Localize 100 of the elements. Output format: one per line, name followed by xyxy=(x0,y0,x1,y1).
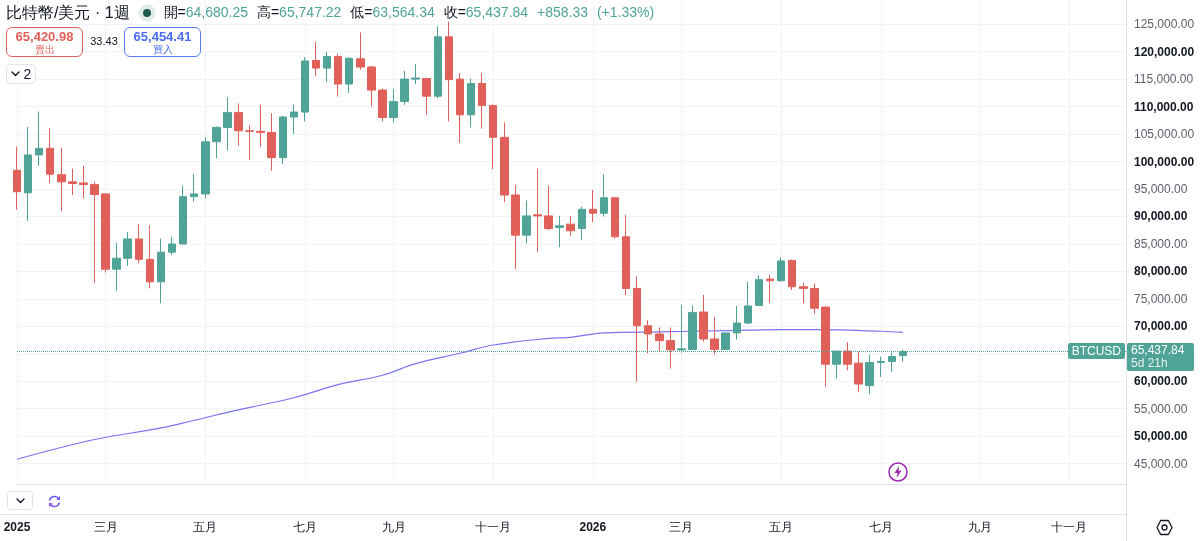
candlestick xyxy=(744,281,752,325)
y-tick-label: 125,000.00 xyxy=(1134,17,1195,32)
candlestick xyxy=(68,168,77,196)
candlestick xyxy=(24,126,32,222)
candlestick xyxy=(57,147,66,212)
candlestick xyxy=(877,356,885,378)
candlestick xyxy=(467,78,475,128)
y-tick-label: 75,000.00 xyxy=(1134,291,1188,306)
candlestick xyxy=(190,173,198,203)
candlestick xyxy=(710,316,719,355)
x-tick-label: 七月 xyxy=(292,520,317,534)
candlestick xyxy=(301,56,309,122)
x-tick-label: 2026 xyxy=(579,520,607,534)
candlestick xyxy=(810,282,819,315)
text: 5d 21h xyxy=(1131,356,1169,371)
x-tick-label: 十一月 xyxy=(1051,520,1088,534)
candlestick xyxy=(766,274,774,304)
candlestick xyxy=(267,112,276,172)
candlestick xyxy=(46,127,54,184)
y-tick-label: 60,000.00 xyxy=(1134,374,1188,389)
toggle-button: 2 xyxy=(6,64,36,84)
candlestick xyxy=(566,215,575,237)
candlestick xyxy=(434,25,442,99)
candlestick xyxy=(179,185,187,245)
candlestick xyxy=(400,70,409,106)
y-tick-label: 120,000.00 xyxy=(1134,44,1195,59)
candlestick xyxy=(578,206,586,241)
candlestick xyxy=(755,274,763,306)
annotation: 65,454.41 xyxy=(132,29,193,44)
candlestick xyxy=(168,236,176,256)
candlestick xyxy=(13,146,21,211)
y-tick-label: 100,000.00 xyxy=(1134,154,1195,169)
candlestick xyxy=(611,196,619,239)
candlestick xyxy=(378,87,387,122)
candlestick xyxy=(511,184,520,270)
candlestick xyxy=(555,215,564,248)
x-tick-label: 九月 xyxy=(968,520,993,534)
annotation: 33.43 xyxy=(89,35,119,47)
candlestick xyxy=(445,21,453,122)
annotation: 65,420.98 xyxy=(14,29,75,44)
candlestick xyxy=(456,72,464,144)
annotation: 2 xyxy=(23,66,32,82)
candlestick xyxy=(865,354,874,395)
candlestick xyxy=(101,192,110,273)
candlestick xyxy=(234,102,243,147)
candlestick xyxy=(533,168,542,253)
candlestick xyxy=(699,294,708,343)
x-tick-label: 十一月 xyxy=(475,520,512,534)
candlestick xyxy=(79,165,88,199)
candlestick xyxy=(345,57,353,94)
candlestick xyxy=(334,53,342,98)
candlestick xyxy=(655,326,664,352)
candlestick xyxy=(245,124,254,161)
candlestick xyxy=(389,88,398,124)
candlestick xyxy=(112,242,121,292)
candlestick xyxy=(312,41,320,77)
candlestick xyxy=(279,115,287,165)
x-tick-label: 2025 xyxy=(3,520,31,534)
y-tick-label: 90,000.00 xyxy=(1134,209,1188,224)
candlestick xyxy=(35,111,43,167)
y-tick-label: 85,000.00 xyxy=(1134,236,1188,251)
y-tick-label: 45,000.00 xyxy=(1134,456,1188,471)
candlestick xyxy=(589,189,597,223)
line-series xyxy=(16,329,904,460)
candlestick xyxy=(212,125,221,159)
y-tick-label: 55,000.00 xyxy=(1134,401,1188,416)
y-tick-label: 95,000.00 xyxy=(1134,181,1188,196)
candlestick xyxy=(799,282,808,304)
candlestick xyxy=(411,63,420,85)
candlestick xyxy=(522,200,531,244)
candlestick xyxy=(777,257,785,283)
candlestick xyxy=(356,31,365,71)
y-tick-label: 115,000.00 xyxy=(1134,72,1194,87)
sell-button: 65,420.98 賣出 xyxy=(6,27,83,57)
candlestick xyxy=(489,103,497,170)
candlestick xyxy=(843,341,852,371)
y-tick-label: 70,000.00 xyxy=(1134,319,1188,334)
chart-title: 比特幣/美元 · 1週 xyxy=(6,2,130,23)
candlestick xyxy=(135,223,143,264)
text: 65,437.84 xyxy=(1131,343,1186,358)
candlestick xyxy=(201,136,210,199)
buy-button: 65,454.41 買入 xyxy=(124,27,201,57)
candlestick xyxy=(367,65,376,108)
candlestick xyxy=(422,77,431,116)
x-tick-label: 三月 xyxy=(669,520,694,534)
candlestick xyxy=(633,275,641,383)
x-tick-label: 九月 xyxy=(381,520,406,534)
candlestick xyxy=(123,231,132,267)
candlestick xyxy=(146,224,154,289)
candlestick xyxy=(290,103,298,135)
x-tick-label: 五月 xyxy=(769,520,794,534)
candlestick xyxy=(90,181,99,284)
candlestick xyxy=(157,237,165,304)
x-tick-label: 七月 xyxy=(868,520,893,534)
y-tick-label: 105,000.00 xyxy=(1134,127,1195,142)
annotation: 賣出 xyxy=(33,44,56,56)
y-tick-label: 50,000.00 xyxy=(1134,429,1188,444)
candlestick xyxy=(256,104,265,148)
x-tick-label: 五月 xyxy=(193,520,218,534)
candlestick xyxy=(622,214,630,297)
